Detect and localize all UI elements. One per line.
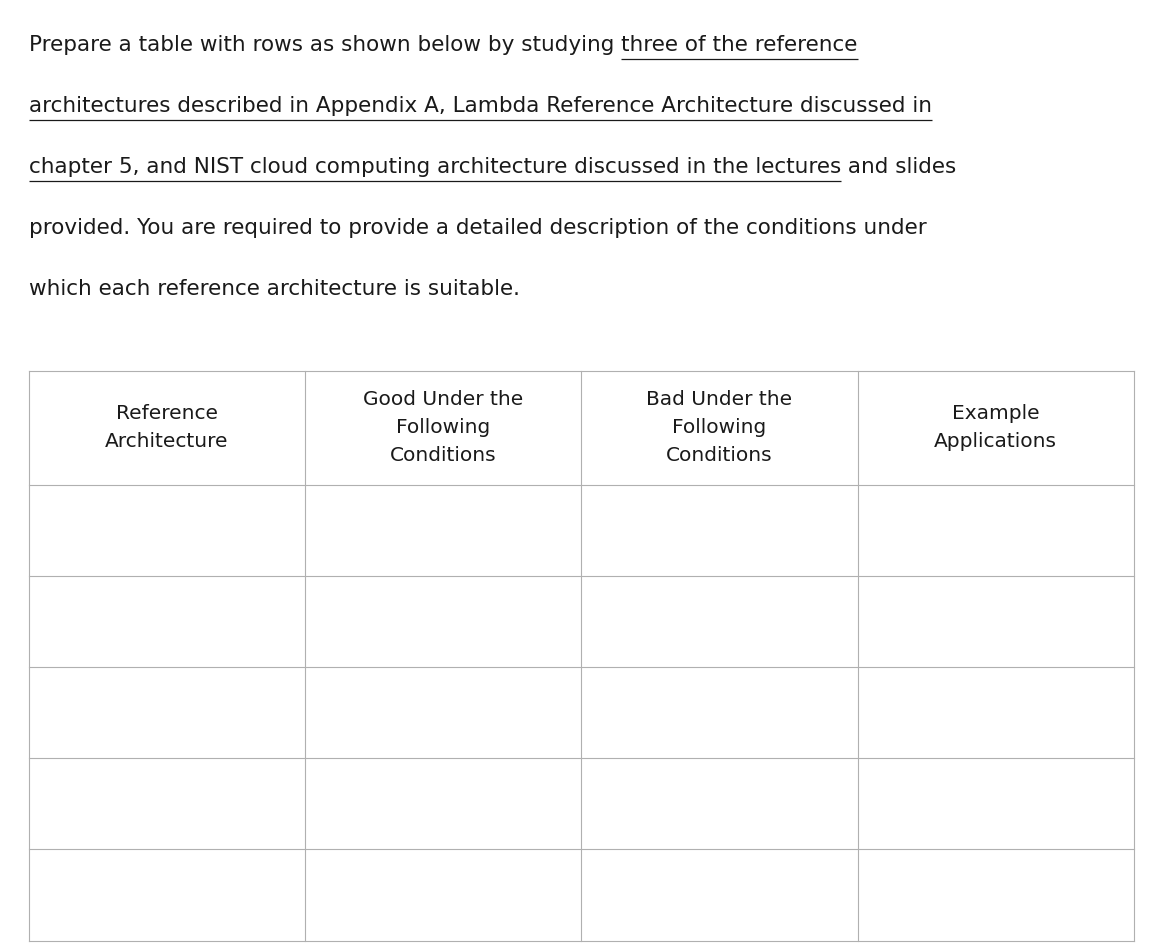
Text: and slides: and slides xyxy=(841,157,957,177)
Text: Example
Applications: Example Applications xyxy=(934,404,1057,451)
Text: chapter 5, and NIST cloud computing architecture discussed in the lectures: chapter 5, and NIST cloud computing arch… xyxy=(29,157,841,177)
Text: architectures described in Appendix A, Lambda Reference Architecture discussed i: architectures described in Appendix A, L… xyxy=(29,96,931,116)
Text: provided. You are required to provide a detailed description of the conditions u: provided. You are required to provide a … xyxy=(29,218,927,238)
Text: Reference
Architecture: Reference Architecture xyxy=(105,404,229,451)
Text: Good Under the
Following
Conditions: Good Under the Following Conditions xyxy=(363,390,523,465)
Text: which each reference architecture is suitable.: which each reference architecture is sui… xyxy=(29,279,519,299)
Text: Prepare a table with rows as shown below by studying: Prepare a table with rows as shown below… xyxy=(29,35,621,55)
Text: three of the reference: three of the reference xyxy=(621,35,857,55)
Text: Bad Under the
Following
Conditions: Bad Under the Following Conditions xyxy=(647,390,793,465)
